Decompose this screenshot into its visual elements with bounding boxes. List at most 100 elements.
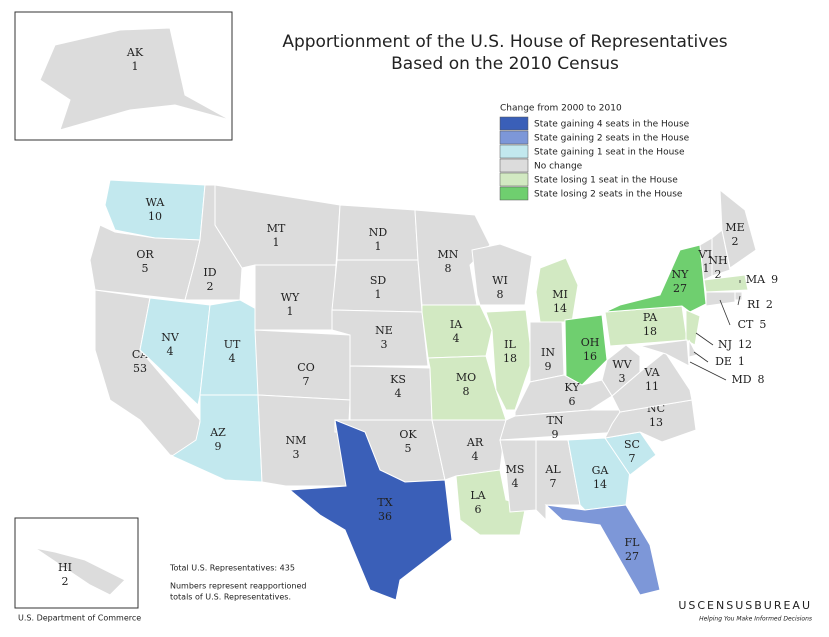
state-abbr: AR — [466, 436, 484, 449]
state-abbr: NM — [286, 434, 307, 447]
state-abbr: MO — [456, 371, 476, 384]
hawaii-inset — [14, 517, 139, 609]
legend-label: State gaining 1 seat in the House — [534, 148, 685, 158]
state — [499, 439, 537, 513]
state-abbr: OR — [136, 248, 154, 261]
state-abbr: WA — [146, 196, 166, 209]
state-abbr: CT — [738, 318, 754, 331]
state — [601, 344, 641, 397]
state-seats: 1 — [132, 60, 139, 73]
state — [711, 229, 731, 277]
note: Numbers represent reapportioned — [170, 582, 306, 591]
state-seats: 9 — [771, 273, 778, 286]
state-seats: 27 — [673, 282, 687, 295]
state-abbr: SD — [370, 274, 387, 287]
state-seats: 4 — [472, 450, 479, 463]
legend-label: State losing 1 seat in the House — [534, 176, 678, 186]
legend-swatch — [499, 130, 529, 145]
state-label: DE 1 — [715, 355, 745, 368]
legend-title: Change from 2000 to 2010 — [500, 104, 622, 114]
state-seats: 8 — [445, 262, 452, 275]
note: Total U.S. Representatives: 435 — [169, 564, 295, 573]
state-seats: 13 — [649, 416, 663, 429]
state-abbr: LA — [470, 489, 486, 502]
state-abbr: NH — [708, 254, 727, 267]
state-seats: 9 — [545, 360, 552, 373]
state-abbr: MT — [267, 222, 286, 235]
title: Apportionment of the U.S. House of Repre… — [282, 32, 727, 52]
state-seats: 6 — [569, 395, 576, 408]
legend-swatch — [499, 144, 529, 159]
state-seats: 7 — [550, 477, 557, 490]
legend-label: State losing 2 seats in the House — [534, 190, 683, 200]
leader-line — [693, 351, 709, 363]
state-abbr: KS — [390, 373, 406, 386]
state-abbr: NV — [161, 331, 180, 344]
legend-swatch — [499, 158, 529, 173]
state — [139, 297, 211, 406]
tagline: Helping You Make Informed Decisions — [699, 616, 812, 623]
state — [685, 309, 701, 346]
state-seats: 8 — [497, 288, 504, 301]
state-seats: 14 — [553, 302, 567, 315]
state-abbr: IA — [450, 318, 463, 331]
subtitle: Based on the 2010 Census — [391, 54, 619, 74]
state — [604, 244, 707, 313]
state-abbr: TN — [547, 414, 564, 427]
state-seats: 11 — [645, 380, 659, 393]
state-seats: 1 — [287, 305, 294, 318]
state — [564, 314, 608, 386]
legend-swatch — [499, 116, 529, 131]
state-seats: 1 — [375, 240, 382, 253]
state — [39, 27, 231, 131]
state-abbr: OH — [581, 336, 600, 349]
state-label: MA 9 — [746, 273, 778, 286]
state-seats: 4 — [395, 387, 402, 400]
leader-line — [689, 361, 727, 381]
state-abbr: MA — [746, 273, 766, 286]
state-seats: 3 — [619, 372, 626, 385]
state-abbr: VT — [697, 248, 714, 261]
note: totals of U.S. Representatives. — [170, 593, 291, 602]
state-label: RI 2 — [747, 298, 773, 311]
state-label: NJ 12 — [718, 338, 752, 351]
state-abbr: MD — [731, 373, 751, 386]
state-seats: 2 — [207, 280, 214, 293]
state-seats: 3 — [293, 448, 300, 461]
state-abbr: ND — [369, 226, 388, 239]
state-abbr: VA — [643, 366, 660, 379]
logo: USCENSUSBUREAU — [678, 599, 812, 612]
state-abbr: ME — [725, 221, 744, 234]
legend-label: State gaining 2 seats in the House — [534, 134, 690, 144]
state-abbr: UT — [224, 338, 241, 351]
state-seats: 12 — [738, 338, 752, 351]
state-seats: 2 — [732, 235, 739, 248]
state-abbr: IN — [541, 346, 555, 359]
state-abbr: RI — [747, 298, 760, 311]
state-abbr: NY — [672, 268, 690, 281]
state-abbr: AK — [126, 46, 144, 59]
state-seats: 1 — [273, 236, 280, 249]
leader-line — [737, 295, 741, 306]
state — [34, 547, 126, 596]
state — [288, 419, 453, 601]
state-abbr: TX — [377, 496, 392, 509]
state-abbr: MN — [438, 248, 459, 261]
state-seats: 2 — [766, 298, 773, 311]
state-abbr: DE — [715, 355, 732, 368]
state-seats: 4 — [229, 352, 236, 365]
state-seats: 4 — [453, 332, 460, 345]
state — [734, 291, 743, 301]
state-abbr: IL — [504, 338, 516, 351]
state-abbr: NJ — [718, 338, 732, 351]
state-seats: 7 — [629, 452, 636, 465]
state — [471, 243, 533, 306]
state — [705, 291, 736, 307]
state — [485, 309, 533, 411]
state-seats: 53 — [133, 362, 147, 375]
state-abbr: MS — [506, 463, 525, 476]
state-seats: 6 — [475, 503, 482, 516]
state-seats: 5 — [759, 318, 766, 331]
state-abbr: OK — [399, 428, 417, 441]
